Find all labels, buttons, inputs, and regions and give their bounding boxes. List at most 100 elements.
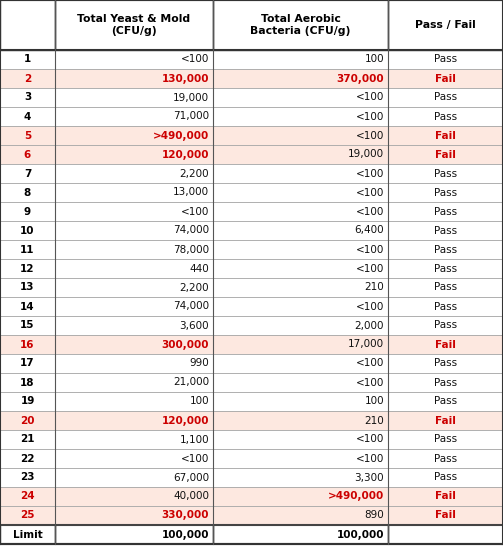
Text: 14: 14 — [20, 301, 35, 311]
Text: 1: 1 — [24, 55, 31, 65]
Text: Pass: Pass — [434, 226, 457, 236]
Bar — [388, 316, 503, 335]
Bar — [213, 506, 388, 525]
Text: 100,000: 100,000 — [337, 530, 384, 540]
Text: 16: 16 — [20, 340, 35, 349]
Bar — [213, 392, 388, 411]
Bar — [55, 145, 213, 164]
Bar — [388, 202, 503, 221]
Bar — [0, 183, 55, 202]
Text: 440: 440 — [189, 263, 209, 274]
Text: 19,000: 19,000 — [173, 92, 209, 102]
Bar — [55, 411, 213, 430]
Text: <100: <100 — [356, 453, 384, 463]
Bar — [388, 107, 503, 126]
Bar — [213, 202, 388, 221]
Bar — [388, 411, 503, 430]
Text: 8: 8 — [24, 187, 31, 197]
Bar — [388, 506, 503, 525]
Text: >490,000: >490,000 — [328, 492, 384, 502]
Text: 2,000: 2,000 — [355, 321, 384, 331]
Text: 11: 11 — [20, 244, 35, 254]
Bar — [213, 316, 388, 335]
Text: <100: <100 — [356, 112, 384, 122]
Bar — [55, 354, 213, 373]
Text: 890: 890 — [364, 510, 384, 520]
Bar — [388, 430, 503, 449]
Bar — [0, 487, 55, 506]
Text: 4: 4 — [24, 112, 31, 122]
Text: <100: <100 — [356, 131, 384, 140]
Text: <100: <100 — [356, 206, 384, 217]
Text: 6: 6 — [24, 149, 31, 159]
Bar — [0, 297, 55, 316]
Text: 18: 18 — [20, 378, 35, 388]
Text: Pass: Pass — [434, 397, 457, 406]
Bar — [55, 202, 213, 221]
Text: <100: <100 — [181, 206, 209, 217]
Bar — [55, 506, 213, 525]
Bar — [55, 487, 213, 506]
Text: 100,000: 100,000 — [161, 530, 209, 540]
Bar — [55, 335, 213, 354]
Bar — [55, 164, 213, 183]
Bar — [388, 88, 503, 107]
Text: 300,000: 300,000 — [161, 340, 209, 349]
Bar — [213, 145, 388, 164]
Text: Pass: Pass — [434, 472, 457, 483]
Text: 74,000: 74,000 — [173, 301, 209, 311]
Bar — [213, 107, 388, 126]
Text: <100: <100 — [356, 187, 384, 197]
Text: 20: 20 — [20, 415, 35, 425]
Bar — [0, 430, 55, 449]
Text: 3: 3 — [24, 92, 31, 102]
Bar — [213, 88, 388, 107]
Text: 100: 100 — [364, 397, 384, 406]
Text: 100: 100 — [189, 397, 209, 406]
Bar — [388, 335, 503, 354]
Text: Pass: Pass — [434, 55, 457, 65]
Text: <100: <100 — [356, 244, 384, 254]
Bar — [0, 278, 55, 297]
Bar — [0, 202, 55, 221]
Text: Pass: Pass — [434, 358, 457, 368]
Text: 100: 100 — [364, 55, 384, 65]
Text: <100: <100 — [181, 55, 209, 65]
Bar — [55, 0, 213, 50]
Bar — [213, 50, 388, 69]
Text: Pass: Pass — [434, 187, 457, 197]
Text: 6,400: 6,400 — [354, 226, 384, 236]
Bar — [213, 449, 388, 468]
Text: 990: 990 — [189, 358, 209, 368]
Text: 210: 210 — [364, 283, 384, 293]
Bar — [213, 354, 388, 373]
Text: <100: <100 — [356, 92, 384, 102]
Bar — [0, 259, 55, 278]
Bar — [55, 183, 213, 202]
Text: 1,100: 1,100 — [180, 435, 209, 445]
Text: 10: 10 — [20, 226, 35, 236]
Bar — [55, 69, 213, 88]
Bar — [388, 221, 503, 240]
Text: 19,000: 19,000 — [348, 149, 384, 159]
Bar — [55, 316, 213, 335]
Text: 130,000: 130,000 — [161, 74, 209, 84]
Text: 67,000: 67,000 — [173, 472, 209, 483]
Bar — [0, 126, 55, 145]
Text: 2: 2 — [24, 74, 31, 84]
Bar — [0, 449, 55, 468]
Bar — [388, 297, 503, 316]
Bar — [55, 88, 213, 107]
Bar — [388, 259, 503, 278]
Text: <100: <100 — [356, 169, 384, 179]
Text: 22: 22 — [20, 453, 35, 463]
Text: 2,200: 2,200 — [180, 169, 209, 179]
Text: 71,000: 71,000 — [173, 112, 209, 122]
Text: Pass: Pass — [434, 301, 457, 311]
Text: 3,600: 3,600 — [180, 321, 209, 331]
Text: 13: 13 — [20, 283, 35, 293]
Bar — [0, 373, 55, 392]
Text: 330,000: 330,000 — [161, 510, 209, 520]
Text: Pass: Pass — [434, 206, 457, 217]
Bar — [213, 126, 388, 145]
